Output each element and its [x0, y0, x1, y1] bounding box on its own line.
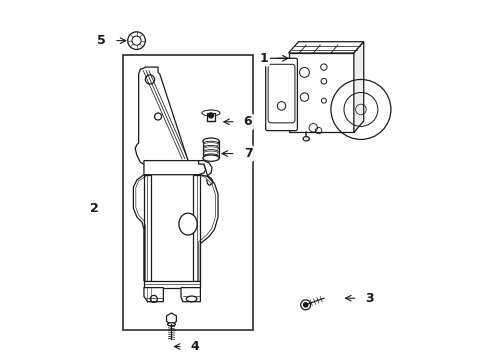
- Circle shape: [208, 113, 213, 118]
- Ellipse shape: [203, 143, 218, 147]
- Text: 7: 7: [243, 147, 252, 160]
- Bar: [288, 53, 353, 132]
- Circle shape: [303, 303, 307, 307]
- Polygon shape: [143, 161, 205, 175]
- FancyBboxPatch shape: [265, 58, 297, 131]
- Ellipse shape: [202, 110, 219, 116]
- Polygon shape: [143, 280, 200, 288]
- Text: 1: 1: [259, 52, 268, 65]
- Text: 2: 2: [90, 202, 99, 215]
- Ellipse shape: [203, 155, 218, 159]
- Ellipse shape: [203, 155, 219, 161]
- Polygon shape: [143, 288, 163, 302]
- Polygon shape: [181, 288, 200, 302]
- Ellipse shape: [203, 138, 219, 144]
- Bar: [122, 55, 253, 330]
- Polygon shape: [193, 175, 200, 280]
- Text: 3: 3: [365, 292, 373, 305]
- Bar: [206, 113, 215, 121]
- Ellipse shape: [203, 150, 218, 154]
- Ellipse shape: [202, 110, 219, 116]
- FancyBboxPatch shape: [267, 64, 294, 123]
- Polygon shape: [353, 42, 363, 132]
- Ellipse shape: [303, 136, 309, 141]
- Ellipse shape: [167, 323, 175, 326]
- Polygon shape: [143, 175, 151, 280]
- Polygon shape: [288, 42, 363, 53]
- Text: 4: 4: [190, 340, 199, 353]
- Ellipse shape: [186, 296, 197, 302]
- Ellipse shape: [203, 147, 218, 151]
- Text: 5: 5: [97, 34, 106, 47]
- Ellipse shape: [203, 141, 218, 145]
- Ellipse shape: [203, 154, 218, 158]
- Text: 6: 6: [243, 115, 252, 128]
- Ellipse shape: [203, 145, 218, 150]
- Polygon shape: [198, 161, 212, 176]
- Ellipse shape: [179, 213, 197, 235]
- Ellipse shape: [203, 151, 218, 155]
- Polygon shape: [135, 67, 188, 164]
